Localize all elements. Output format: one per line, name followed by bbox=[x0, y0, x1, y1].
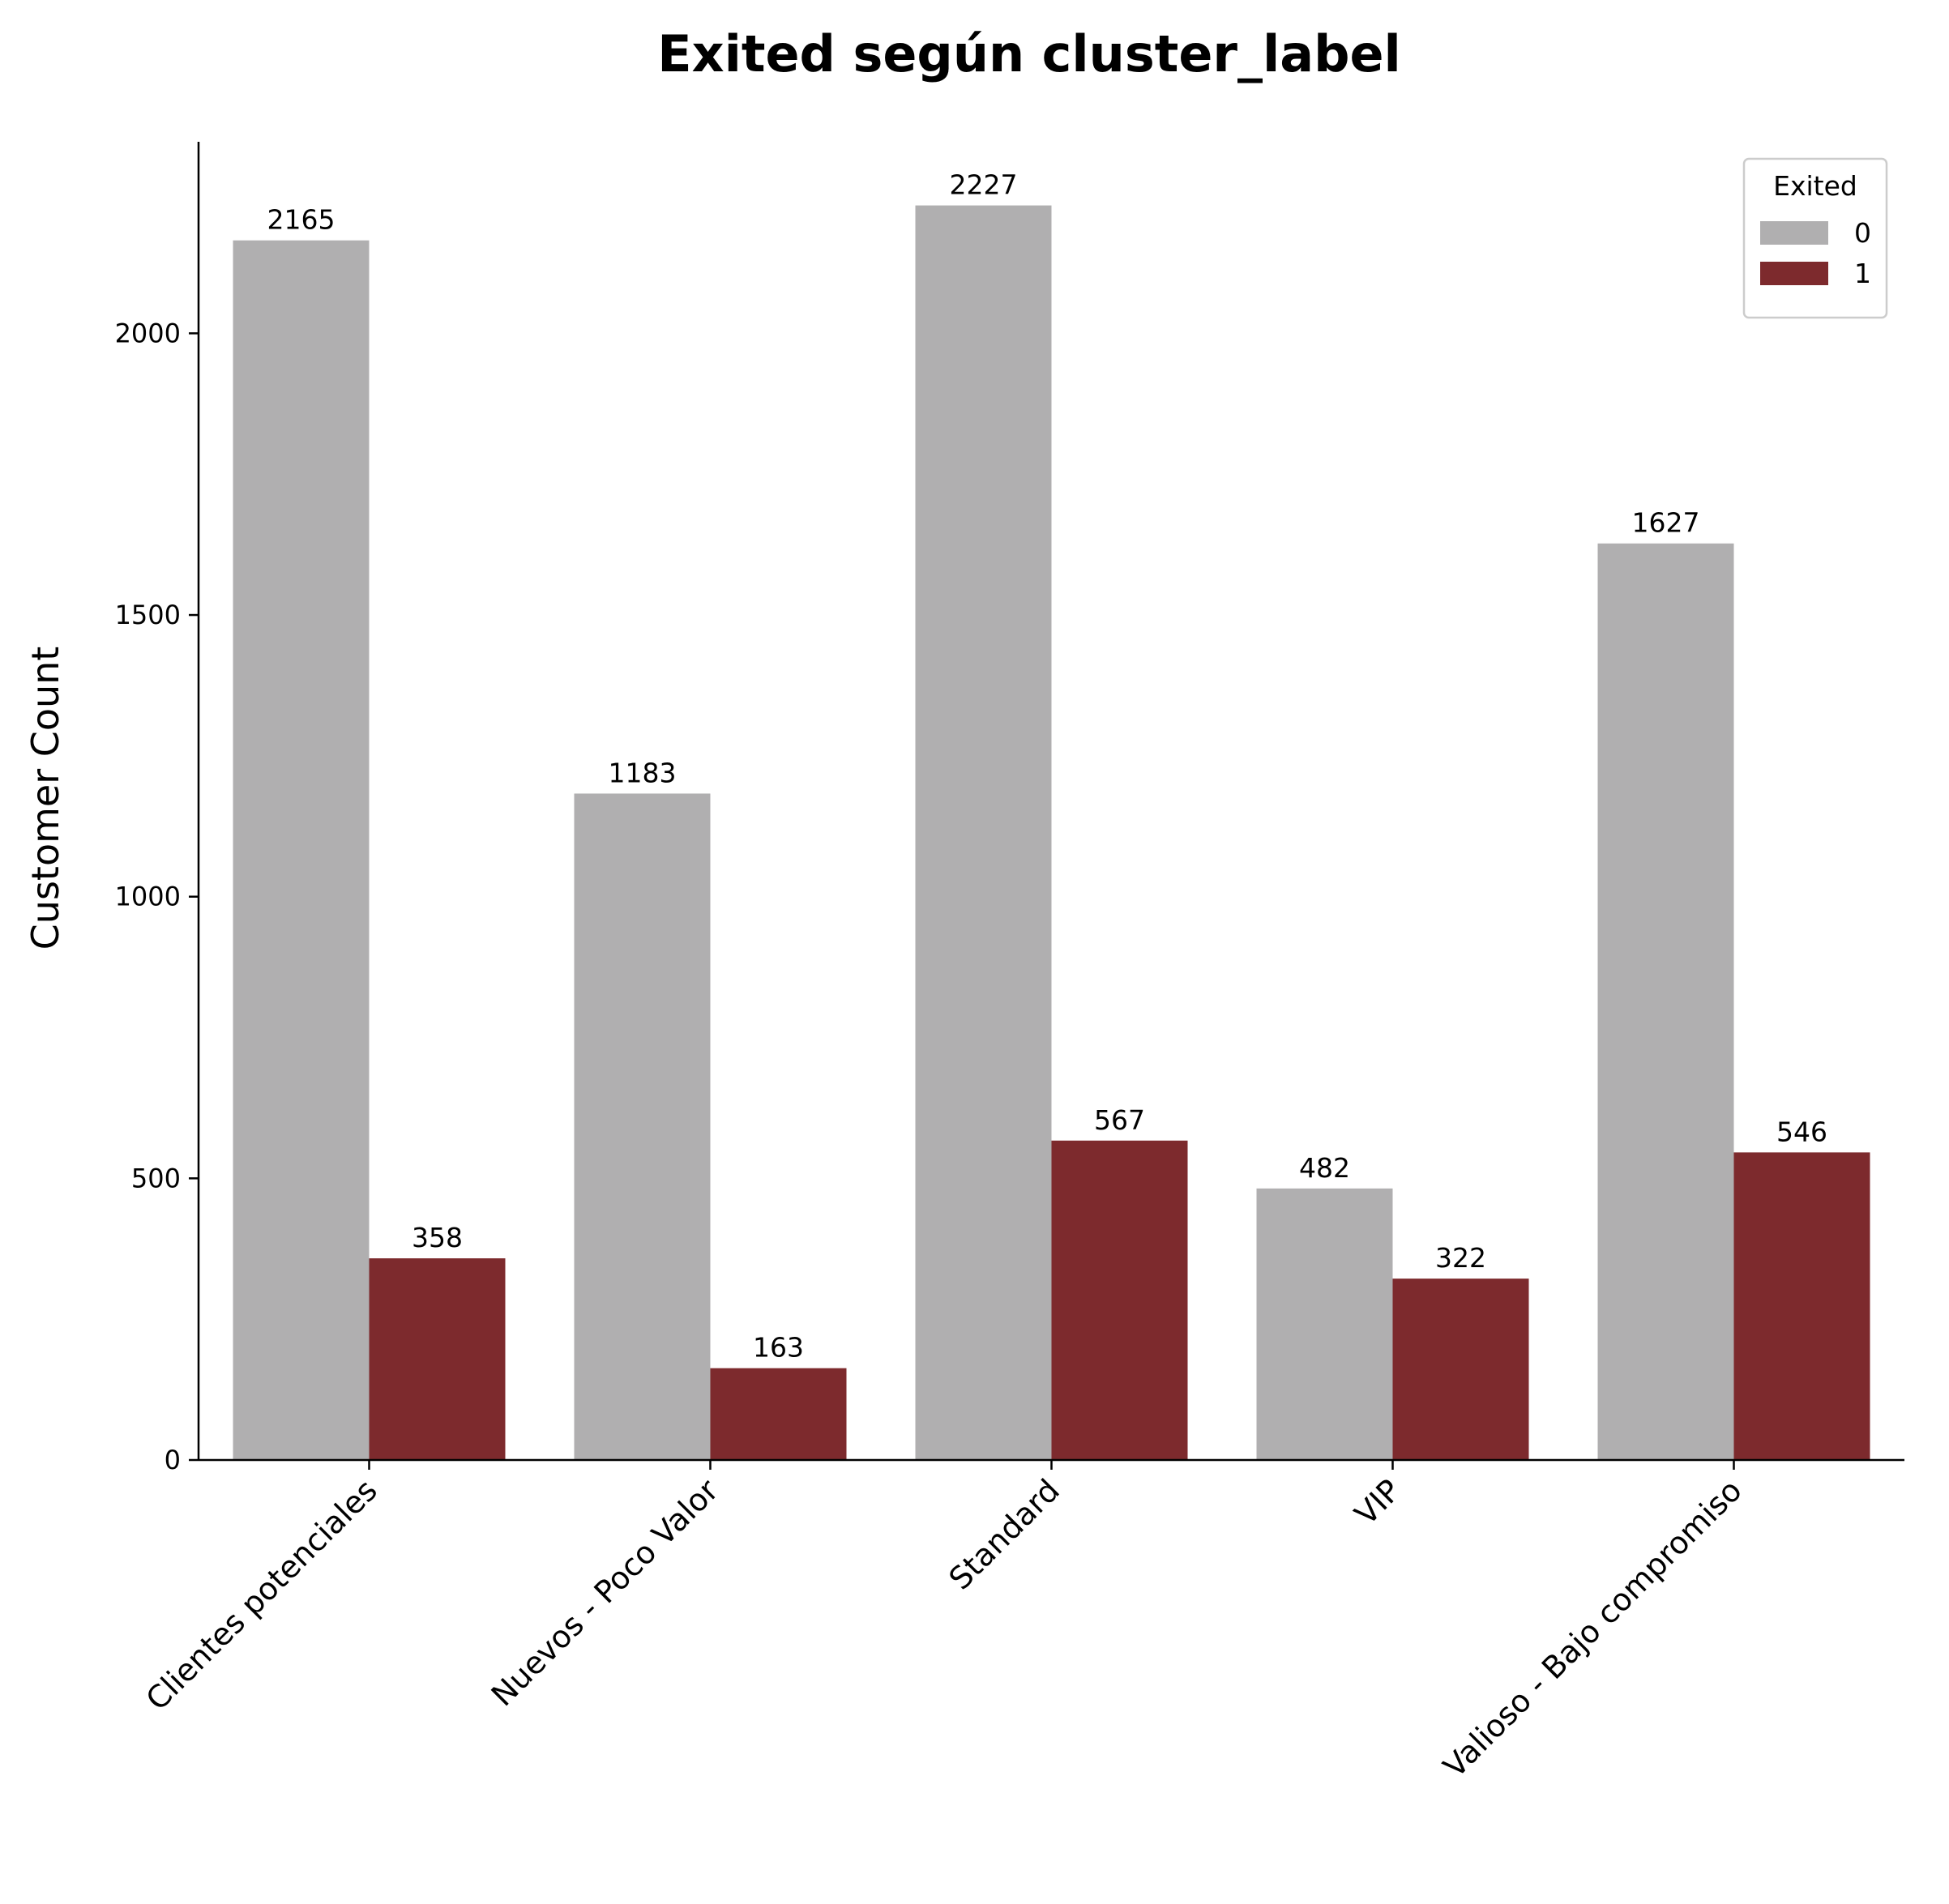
data-label: 546 bbox=[1776, 1116, 1827, 1147]
y-tick-label: 1000 bbox=[115, 882, 181, 912]
data-label: 1183 bbox=[609, 757, 677, 788]
data-label: 163 bbox=[753, 1332, 804, 1364]
chart-title: Exited según cluster_label bbox=[657, 24, 1401, 83]
data-label: 1627 bbox=[1632, 507, 1700, 539]
bar bbox=[1392, 1279, 1529, 1460]
bar bbox=[1597, 543, 1734, 1460]
x-tick-label: VIP bbox=[1348, 1472, 1408, 1532]
bar bbox=[710, 1368, 847, 1460]
legend: Exited 0 1 bbox=[1742, 157, 1888, 319]
x-tick-label: Valioso - Bajo compromiso bbox=[1437, 1472, 1749, 1784]
data-labels-layer: 2165 358 1183 163 2227 567 482 322 1627 546 bbox=[267, 169, 1827, 1364]
data-label: 358 bbox=[412, 1222, 463, 1253]
y-axis-label: Customer Count bbox=[24, 647, 67, 950]
y-tick-label: 500 bbox=[131, 1163, 181, 1193]
bars-layer bbox=[233, 205, 1870, 1460]
bar bbox=[574, 793, 711, 1460]
x-tick-label: Clientes potenciales bbox=[139, 1472, 384, 1717]
data-label: 482 bbox=[1299, 1152, 1350, 1184]
y-tick-label: 2000 bbox=[115, 318, 181, 348]
bar bbox=[1733, 1152, 1870, 1460]
legend-swatch bbox=[1760, 221, 1828, 245]
x-tick-label: Nuevos - Poco Valor bbox=[485, 1472, 725, 1713]
y-tick-label: 1500 bbox=[115, 600, 181, 630]
bar bbox=[1256, 1188, 1393, 1460]
bar bbox=[915, 205, 1052, 1460]
x-tick-label: Standard bbox=[942, 1472, 1066, 1596]
bar bbox=[369, 1258, 506, 1460]
legend-entry-label: 1 bbox=[1854, 258, 1871, 289]
data-label: 567 bbox=[1094, 1104, 1145, 1136]
data-label: 322 bbox=[1435, 1242, 1486, 1274]
legend-swatch bbox=[1760, 262, 1828, 285]
bar bbox=[1051, 1140, 1188, 1460]
data-label: 2227 bbox=[950, 169, 1018, 201]
legend-title: Exited bbox=[1773, 170, 1857, 202]
y-tick-label: 0 bbox=[165, 1445, 181, 1475]
legend-entry-label: 0 bbox=[1854, 217, 1871, 249]
data-label: 2165 bbox=[267, 204, 336, 236]
bar bbox=[233, 240, 370, 1460]
